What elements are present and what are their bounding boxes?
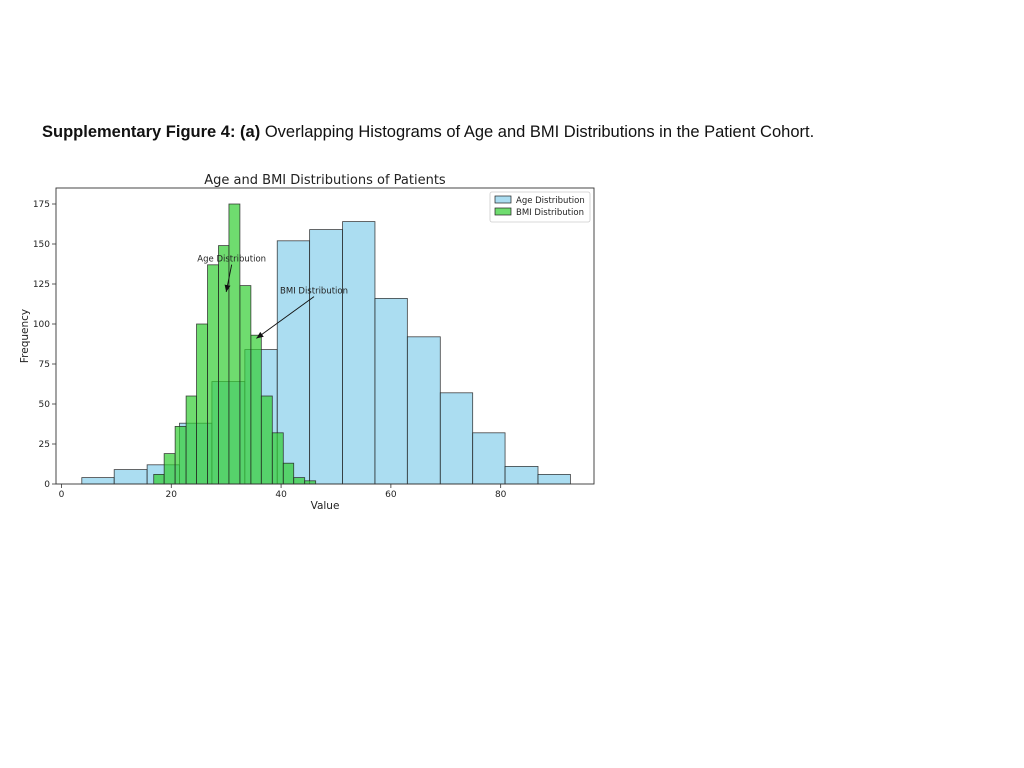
bmi-distribution-bar-12	[282, 462, 295, 485]
x-tick-label-80: 80	[495, 490, 507, 500]
x-tick-label-60: 60	[385, 490, 397, 500]
annotation-text-1: BMI Distribution	[280, 287, 348, 297]
bmi-distribution-bar-0	[153, 473, 165, 485]
legend-label-bmi-distribution: BMI Distribution	[516, 208, 584, 218]
bmi-distribution-bar-10	[260, 395, 273, 485]
age-distribution-bar-8	[342, 221, 376, 485]
bars-layer	[81, 203, 571, 485]
bmi-distribution-bar-6	[218, 245, 230, 485]
y-tick-label-25: 25	[39, 440, 50, 450]
y-tick-label-150: 150	[33, 240, 50, 250]
bmi-distribution-bar-7	[228, 203, 241, 485]
legend-box	[489, 191, 591, 223]
y-axis-label: Frequency	[19, 309, 31, 363]
bmi-distribution-bar-4	[196, 323, 208, 485]
age-distribution-bar-13	[504, 465, 539, 485]
legend-swatch-age-distribution	[494, 195, 512, 204]
caption-text: Overlapping Histograms of Age and BMI Di…	[264, 123, 815, 141]
age-distribution-bar-11	[439, 392, 474, 485]
bmi-distribution-bar-8	[239, 285, 252, 485]
age-distribution-bar-7	[309, 229, 343, 485]
annotations-layer: Age Distribution BMI Distribution	[197, 255, 348, 339]
plot-frame	[55, 187, 595, 485]
bmi-distribution-bar-13	[293, 477, 306, 485]
annotation-text-0: Age Distribution	[197, 255, 266, 265]
bmi-distribution-bar-11	[271, 432, 284, 485]
y-tick-label-125: 125	[33, 280, 50, 290]
x-tick-label-0: 0	[59, 490, 65, 500]
legend-swatch-bmi-distribution	[494, 207, 512, 216]
bmi-distribution-bar-3	[185, 395, 197, 485]
y-tick-label-175: 175	[33, 200, 50, 210]
age-distribution-bar-9	[374, 297, 408, 485]
legend: Age Distribution BMI Distribution	[489, 191, 591, 223]
annotation-arrow-1	[256, 296, 315, 339]
legend-label-age-distribution: Age Distribution	[516, 196, 585, 206]
x-axis-label: Value	[311, 500, 340, 512]
annotation-arrow-0	[224, 264, 233, 293]
bmi-distribution-bar-5	[207, 264, 219, 485]
figure-caption: Supplementary Figure 4: (a) Overlapping …	[42, 123, 814, 142]
y-tick-label-100: 100	[33, 320, 50, 330]
age-distribution-bar-14	[537, 473, 571, 485]
axes-layer: 0 20 40 60 80 0 25 50 75 100 125 150 175	[33, 200, 507, 500]
y-tick-label-75: 75	[39, 360, 50, 370]
chart-title: Age and BMI Distributions of Patients	[204, 173, 446, 188]
age-distribution-bar-1	[113, 469, 148, 485]
bmi-distribution-bar-2	[174, 425, 187, 485]
y-tick-label-50: 50	[39, 400, 51, 410]
age-distribution-bar-12	[472, 432, 506, 485]
y-tick-label-0: 0	[44, 480, 50, 490]
bmi-distribution-bar-9	[250, 334, 262, 485]
bmi-distribution-bar-1	[163, 453, 176, 485]
x-tick-label-20: 20	[166, 490, 178, 500]
age-distribution-bar-0	[81, 477, 115, 485]
bmi-distribution-bar-14	[304, 480, 317, 485]
caption-lead: Supplementary Figure 4: (a)	[42, 123, 261, 141]
x-tick-label-40: 40	[275, 490, 287, 500]
age-distribution-bar-10	[406, 336, 441, 485]
